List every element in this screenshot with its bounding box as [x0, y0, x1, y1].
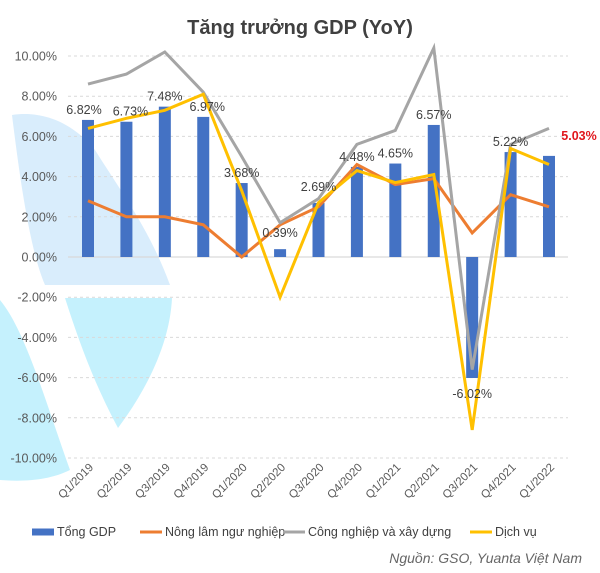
y-tick-label: -2.00%	[17, 291, 57, 305]
x-tick-label: Q1/2022	[517, 462, 557, 502]
x-tick-label: Q4/2019	[172, 462, 212, 502]
legend-swatch	[32, 528, 54, 536]
bar-tong-gdp	[158, 106, 171, 257]
x-tick-label: Q4/2020	[325, 462, 365, 502]
legend-label: Nông lâm ngư nghiệp	[165, 525, 285, 539]
x-tick-label: Q2/2020	[249, 462, 289, 502]
data-label: 4.48%	[339, 150, 374, 164]
x-tick-label: Q3/2021	[441, 462, 481, 502]
data-label: 2.69%	[301, 180, 336, 194]
legend-swatch	[470, 530, 492, 534]
legend-swatch	[140, 530, 162, 534]
data-label: 6.57%	[416, 108, 451, 122]
x-tick-label: Q3/2019	[133, 462, 173, 502]
bar-tong-gdp	[389, 163, 402, 257]
x-axis: Q1/2019Q2/2019Q3/2019Q4/2019Q1/2020Q2/20…	[56, 462, 557, 502]
line-series	[87, 42, 550, 431]
data-label: 6.97%	[190, 100, 225, 114]
line-nong-lam-ngu-nghiep	[87, 162, 550, 259]
y-tick-label: -10.00%	[10, 452, 57, 466]
bar-tong-gdp	[427, 124, 440, 258]
line-cong-nghiep-xay-dung	[87, 42, 550, 370]
x-tick-label: Q2/2021	[402, 462, 442, 502]
x-tick-label: Q4/2021	[479, 462, 519, 502]
data-label: 7.48%	[147, 90, 182, 104]
y-tick-label: 4.00%	[22, 170, 57, 184]
bar-tong-gdp	[120, 121, 133, 258]
x-tick-label: Q1/2020	[210, 462, 250, 502]
bar-tong-gdp	[312, 202, 325, 257]
bar-tong-gdp	[350, 166, 363, 257]
y-tick-label: -4.00%	[17, 331, 57, 345]
y-tick-label: -6.00%	[17, 371, 57, 385]
y-tick-label: 6.00%	[22, 130, 57, 144]
data-label: 0.39%	[262, 226, 297, 240]
y-tick-label: -8.00%	[17, 411, 57, 425]
data-label: 5.22%	[493, 135, 528, 149]
source-note: Nguồn: GSO, Yuanta Việt Nam	[389, 550, 582, 566]
legend-label: Công nghiệp và xây dựng	[308, 525, 451, 539]
y-tick-label: 2.00%	[22, 210, 57, 224]
line-dich-vu	[87, 92, 550, 431]
bar-tong-gdp	[197, 116, 210, 257]
y-tick-label: 8.00%	[22, 90, 57, 104]
chart-title: Tăng trưởng GDP (YoY)	[187, 17, 413, 39]
legend-label: Tổng GDP	[57, 525, 116, 539]
bar-series	[82, 106, 555, 379]
data-label: 4.65%	[378, 147, 413, 161]
x-tick-label: Q3/2020	[287, 462, 327, 502]
data-label: -6.02%	[452, 387, 492, 401]
data-label: 6.82%	[66, 103, 101, 117]
data-label: 3.68%	[224, 166, 259, 180]
legend-item-tong-gdp: Tổng GDP	[32, 525, 116, 539]
y-tick-label: 0.00%	[22, 251, 57, 265]
x-tick-label: Q2/2019	[95, 462, 135, 502]
y-axis: 10.00% 8.00% 6.00% 4.00% 2.00% 0.00% -2.00% -4.…	[10, 50, 57, 466]
legend-item-dich-vu: Dịch vụ	[470, 525, 537, 539]
legend-label: Dịch vụ	[495, 525, 537, 539]
data-labels: 6.82% 6.73%7.48% 6.97% 3.68% 0.39% 2.69% 4.48%…	[66, 90, 596, 401]
bar-tong-gdp	[274, 249, 287, 257]
legend-swatch	[283, 530, 305, 534]
legend-item-nong-lam-ngu-nghiep: Nông lâm ngư nghiệp	[140, 525, 285, 539]
data-label-highlight: 5.03%	[561, 129, 596, 143]
y-tick-label: 10.00%	[15, 50, 57, 64]
bar-tong-gdp	[82, 119, 94, 257]
legend: Tổng GDP Nông lâm ngư nghiệp Công nghiệp v…	[32, 525, 537, 539]
data-label: 6.73%	[113, 105, 148, 119]
x-tick-label: Q1/2021	[364, 462, 404, 502]
legend-item-cong-nghiep-xay-dung: Công nghiệp và xây dựng	[283, 525, 451, 539]
